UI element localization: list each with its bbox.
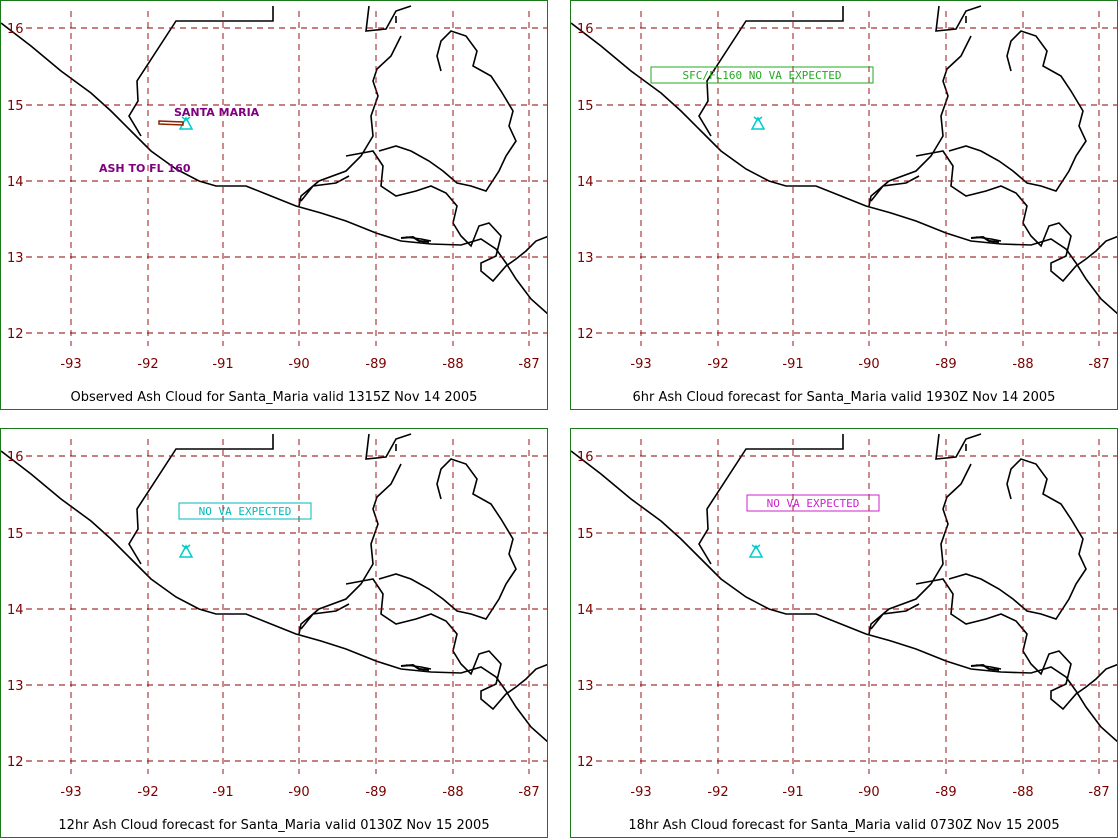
ash-plume-outline xyxy=(158,120,184,126)
lon-tick-label: -90 xyxy=(288,785,309,800)
lat-tick-label: 14 xyxy=(7,603,24,618)
coastline xyxy=(1,22,547,315)
forecast-label-box xyxy=(746,494,880,512)
lon-tick-label: -89 xyxy=(365,357,386,372)
forecast-label-text: NO VA EXPECTED xyxy=(199,505,292,518)
lon-tick-label: -92 xyxy=(137,357,158,372)
lon-tick-label: -92 xyxy=(137,785,158,800)
lat-tick-label: 13 xyxy=(577,251,594,266)
lon-tick-label: -87 xyxy=(518,357,539,372)
volcano-icon xyxy=(748,544,764,558)
lat-tick-label: 13 xyxy=(7,251,24,266)
lat-tick-label: 16 xyxy=(577,22,594,37)
lon-tick-label: -92 xyxy=(707,357,728,372)
panel-caption: 18hr Ash Cloud forecast for Santa_Maria … xyxy=(628,818,1060,833)
forecast-6hr-panel: 16 15 14 13 12 -93 -92 -91 -90 -89 -88 -87 SFC/FL160… xyxy=(570,0,1118,410)
lon-tick-label: -91 xyxy=(782,357,803,372)
lat-tick-label: 16 xyxy=(7,22,24,37)
lat-tick-label: 15 xyxy=(7,527,24,542)
lat-tick-label: 12 xyxy=(7,755,24,770)
lon-tick-label: -91 xyxy=(212,357,233,372)
volcano-name-label: SANTA MARIA xyxy=(174,106,260,119)
land-outline xyxy=(868,433,1117,711)
coast-detail xyxy=(400,235,430,243)
lon-tick-label: -93 xyxy=(60,357,81,372)
lon-tick-label: -89 xyxy=(935,785,956,800)
volcano-icon xyxy=(750,116,766,130)
land-outline xyxy=(868,5,1117,283)
map-12hr: 16 15 14 13 12 -93 -92 -91 -90 -89 -88 -87 NO VA EXP… xyxy=(1,433,547,800)
land-outline xyxy=(298,5,547,283)
ash-level-label: ASH TO FL 160 xyxy=(99,162,191,175)
lon-tick-label: -88 xyxy=(442,785,463,800)
lon-tick-label: -87 xyxy=(1088,357,1109,372)
forecast-label-box xyxy=(178,502,312,520)
panel-caption: 6hr Ash Cloud forecast for Santa_Maria v… xyxy=(632,390,1056,405)
lon-tick-label: -89 xyxy=(935,357,956,372)
coastline xyxy=(571,450,1117,743)
lat-tick-label: 14 xyxy=(7,175,24,190)
lat-tick-label: 16 xyxy=(577,450,594,465)
volcano-icon xyxy=(178,544,194,558)
lon-tick-label: -93 xyxy=(630,785,651,800)
lon-tick-label: -93 xyxy=(630,357,651,372)
lon-tick-label: -87 xyxy=(1088,785,1109,800)
border-line xyxy=(698,434,844,565)
border-line xyxy=(698,6,844,137)
lon-tick-label: -88 xyxy=(442,357,463,372)
lon-tick-label: -91 xyxy=(212,785,233,800)
lon-tick-label: -88 xyxy=(1012,357,1033,372)
land-outline xyxy=(298,433,547,711)
observed-ash-panel: 16 15 14 13 12 -93 -92 -91 -90 -89 -88 -87 SANTA MAR… xyxy=(0,0,548,410)
border-line xyxy=(128,6,274,137)
forecast-18hr-panel: 16 15 14 13 12 -93 -92 -91 -90 -89 -88 -87 NO VA EXP… xyxy=(570,428,1118,838)
coast-detail xyxy=(400,663,430,671)
coastline xyxy=(1,450,547,743)
lon-tick-label: -93 xyxy=(60,785,81,800)
forecast-label-text: SFC/FL160 NO VA EXPECTED xyxy=(683,69,842,82)
lon-tick-label: -88 xyxy=(1012,785,1033,800)
panel-caption: Observed Ash Cloud for Santa_Maria valid… xyxy=(70,390,478,405)
lat-tick-label: 12 xyxy=(577,327,594,342)
lat-tick-label: 13 xyxy=(577,679,594,694)
panel-caption: 12hr Ash Cloud forecast for Santa_Maria … xyxy=(58,818,490,833)
lat-tick-label: 15 xyxy=(7,99,24,114)
lat-tick-label: 15 xyxy=(577,99,594,114)
lat-tick-label: 15 xyxy=(577,527,594,542)
coast-detail xyxy=(970,663,1000,671)
map-18hr: 16 15 14 13 12 -93 -92 -91 -90 -89 -88 -87 NO VA EXP… xyxy=(571,433,1117,800)
lon-tick-label: -89 xyxy=(365,785,386,800)
lon-tick-label: -87 xyxy=(518,785,539,800)
lat-tick-label: 16 xyxy=(7,450,24,465)
lon-tick-label: -90 xyxy=(858,357,879,372)
lon-tick-label: -90 xyxy=(858,785,879,800)
lon-tick-label: -92 xyxy=(707,785,728,800)
lat-tick-label: 12 xyxy=(577,755,594,770)
forecast-12hr-panel: 16 15 14 13 12 -93 -92 -91 -90 -89 -88 -87 NO VA EXP… xyxy=(0,428,548,838)
lat-tick-label: 14 xyxy=(577,175,594,190)
lon-tick-label: -90 xyxy=(288,357,309,372)
lat-tick-label: 12 xyxy=(7,327,24,342)
border-line xyxy=(128,434,274,565)
coast-detail xyxy=(970,235,1000,243)
map-observed: 16 15 14 13 12 -93 -92 -91 -90 -89 -88 -87 SANTA MAR… xyxy=(1,5,547,372)
coastline xyxy=(571,22,1117,315)
forecast-label-text: NO VA EXPECTED xyxy=(767,497,860,510)
lon-tick-label: -91 xyxy=(782,785,803,800)
lat-tick-label: 14 xyxy=(577,603,594,618)
lat-tick-label: 13 xyxy=(7,679,24,694)
forecast-label-box xyxy=(650,66,874,84)
map-6hr: 16 15 14 13 12 -93 -92 -91 -90 -89 -88 -87 SFC/FL160… xyxy=(571,5,1117,372)
